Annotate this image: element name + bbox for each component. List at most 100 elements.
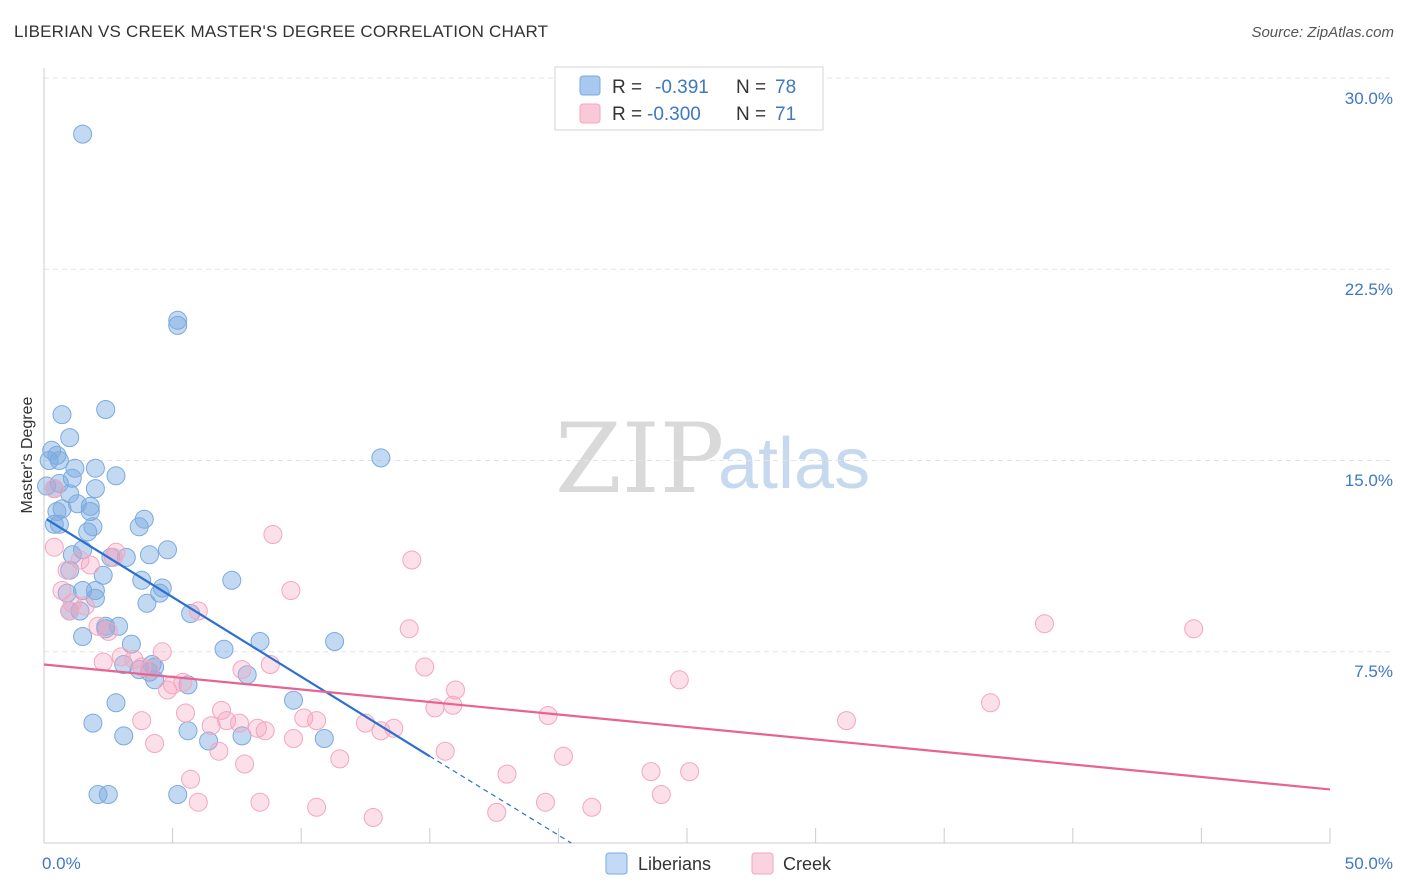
creek-point-37	[132, 711, 152, 731]
liberians-point-34	[158, 540, 177, 560]
creek-point-60	[497, 764, 517, 784]
creek-point-41	[294, 708, 314, 728]
creek-point-66	[651, 785, 671, 804]
creek-point-57	[554, 746, 573, 766]
creek-point-32	[158, 680, 177, 700]
creek-point-25	[132, 657, 152, 677]
creek-point-49	[255, 721, 275, 741]
liberians-point-73	[168, 785, 188, 804]
legend-r-value-creek: -0.300	[647, 104, 701, 125]
liberians-point-20	[52, 499, 72, 519]
creek-point-4	[402, 550, 422, 570]
liberians-point-28	[78, 522, 98, 542]
legend-n-label-liberians: N =	[736, 77, 766, 98]
creek-point-46	[201, 716, 221, 736]
creek-point-15	[88, 616, 108, 636]
y-axis-title: Master's Degree	[19, 396, 36, 513]
creek-point-69	[363, 808, 383, 827]
liberians-point-22	[80, 496, 100, 516]
creek-point-65	[307, 797, 327, 817]
watermark-zip: ZIP	[555, 403, 724, 515]
liberians-point-3	[371, 448, 391, 468]
liberians-point-2	[168, 315, 188, 335]
legend-r-value-liberians: -0.391	[655, 77, 709, 98]
bottom-legend-swatch-creek	[751, 852, 774, 875]
liberians-trend-line	[45, 518, 431, 758]
creek-point-70	[582, 797, 602, 817]
legend-swatch-liberians	[579, 75, 601, 96]
y-tick-labels: 30.0% 22.5% 15.0% 7.5%	[1345, 89, 1393, 681]
liberians-point-14	[62, 468, 82, 488]
legend-swatch-creek	[579, 103, 601, 124]
legend-r-label-liberians: R =	[612, 77, 642, 98]
creek-point-7	[57, 560, 77, 580]
liberians-point-0	[73, 124, 93, 144]
liberians-point-18	[85, 479, 105, 499]
y-tick-label-30: 30.0%	[1345, 89, 1393, 108]
liberians-point-74	[37, 476, 57, 496]
creek-point-62	[680, 762, 700, 782]
creek-point-42	[307, 711, 327, 731]
creek-point-63	[188, 792, 208, 812]
liberians-point-5	[52, 405, 72, 425]
creek-point-53	[284, 729, 303, 748]
creek-point-19	[1184, 619, 1204, 639]
watermark: ZIP atlas	[555, 403, 870, 515]
liberians-point-39	[150, 583, 170, 603]
creek-trend-line	[43, 663, 1331, 791]
liberians-point-43	[85, 581, 105, 600]
liberians-point-55	[325, 632, 345, 651]
creek-point-10	[75, 596, 95, 616]
series-creek	[44, 479, 1204, 827]
y-tick-label-7-5: 7.5%	[1354, 662, 1393, 681]
creek-point-22	[124, 649, 144, 669]
trend-lines	[43, 518, 1331, 844]
creek-point-1	[44, 479, 64, 499]
liberians-point-40	[222, 570, 242, 590]
liberians-point-17	[60, 484, 80, 504]
creek-point-28	[415, 657, 435, 677]
liberians-point-23	[80, 502, 100, 521]
liberians-point-15	[49, 473, 69, 493]
liberians-point-12	[85, 458, 105, 478]
liberians-point-52	[121, 634, 141, 654]
creek-point-17	[399, 619, 419, 639]
creek-point-50	[837, 711, 856, 731]
bottom-legend-label-liberians: Liberians	[638, 854, 711, 874]
liberians-point-66	[114, 726, 134, 746]
creek-point-8	[80, 555, 100, 575]
liberians-point-71	[88, 785, 108, 804]
creek-point-47	[230, 713, 249, 733]
liberians-point-25	[129, 517, 149, 537]
liberians-point-51	[73, 627, 93, 646]
creek-point-26	[232, 660, 252, 680]
creek-point-0	[44, 537, 64, 557]
creek-point-68	[487, 802, 507, 822]
creek-point-11	[60, 601, 80, 621]
liberians-point-4	[96, 400, 116, 419]
series-legend: Liberians Creek	[605, 852, 832, 875]
creek-point-48	[248, 718, 267, 738]
source-label: Source: ZipAtlas.com	[1251, 24, 1394, 41]
creek-point-36	[538, 706, 558, 725]
creek-point-54	[209, 741, 229, 761]
liberians-point-64	[284, 690, 303, 710]
creek-point-52	[145, 734, 165, 753]
x-tick-label-max: 50.0%	[1345, 854, 1393, 873]
liberians-point-33	[140, 545, 159, 565]
liberians-point-9	[49, 451, 69, 470]
liberians-point-32	[116, 547, 136, 567]
liberians-point-10	[39, 451, 59, 470]
creek-point-18	[1035, 614, 1054, 634]
creek-point-23	[93, 652, 113, 672]
liberians-point-50	[109, 616, 129, 636]
bottom-legend-swatch-liberians	[605, 852, 628, 875]
creek-point-67	[536, 792, 555, 812]
liberians-point-65	[83, 713, 103, 733]
legend-n-value-liberians: 78	[775, 77, 796, 98]
liberians-point-76	[85, 588, 105, 608]
liberians-point-67	[178, 721, 198, 741]
y-tick-label-22-5: 22.5%	[1345, 280, 1393, 299]
liberians-point-53	[214, 639, 234, 659]
